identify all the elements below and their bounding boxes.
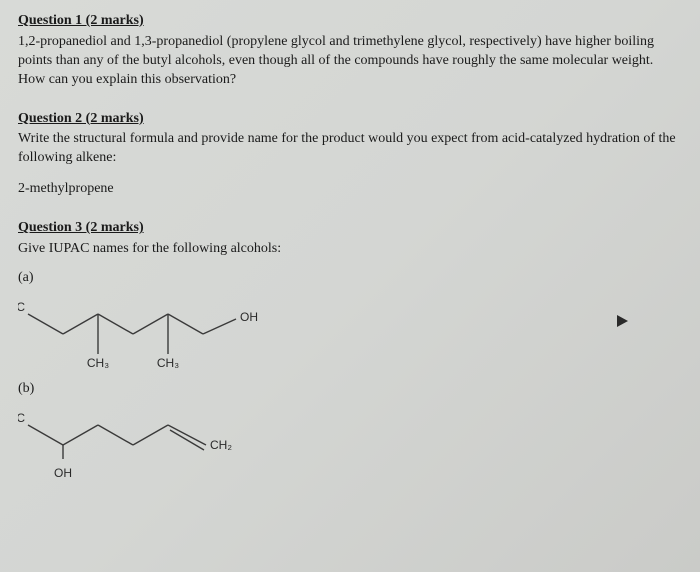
structure-a-diagram: H₃C CH₃ CH₃ OH xyxy=(18,294,278,374)
question-2: Question 2 (2 marks) Write the structura… xyxy=(18,110,678,200)
svg-text:H₃C: H₃C xyxy=(18,411,25,425)
q2-body: Write the structural formula and provide… xyxy=(18,130,678,199)
q2-body-line2: 2-methylpropene xyxy=(18,180,678,199)
structure-b-diagram: H₃C OH CH₂ xyxy=(18,405,258,485)
question-3: Question 3 (2 marks) Give IUPAC names fo… xyxy=(18,219,678,485)
q3-part-b-label: (b) xyxy=(18,380,678,399)
q3-heading: Question 3 (2 marks) xyxy=(18,219,678,238)
q1-body: 1,2-propanediol and 1,3-propanediol (pro… xyxy=(18,33,678,90)
question-1: Question 1 (2 marks) 1,2-propanediol and… xyxy=(18,12,678,90)
q3-body: Give IUPAC names for the following alcoh… xyxy=(18,240,678,259)
svg-text:H₃C: H₃C xyxy=(18,300,25,314)
q2-heading: Question 2 (2 marks) xyxy=(18,110,678,129)
svg-text:CH₃: CH₃ xyxy=(87,356,109,370)
q3-part-a-label: (a) xyxy=(18,269,678,288)
play-icon[interactable] xyxy=(617,315,628,327)
q1-heading: Question 1 (2 marks) xyxy=(18,12,678,31)
svg-text:CH₂: CH₂ xyxy=(210,438,232,452)
svg-text:OH: OH xyxy=(240,310,258,324)
svg-text:OH: OH xyxy=(54,466,72,480)
svg-text:CH₃: CH₃ xyxy=(157,356,179,370)
q2-body-line1: Write the structural formula and provide… xyxy=(18,130,678,168)
